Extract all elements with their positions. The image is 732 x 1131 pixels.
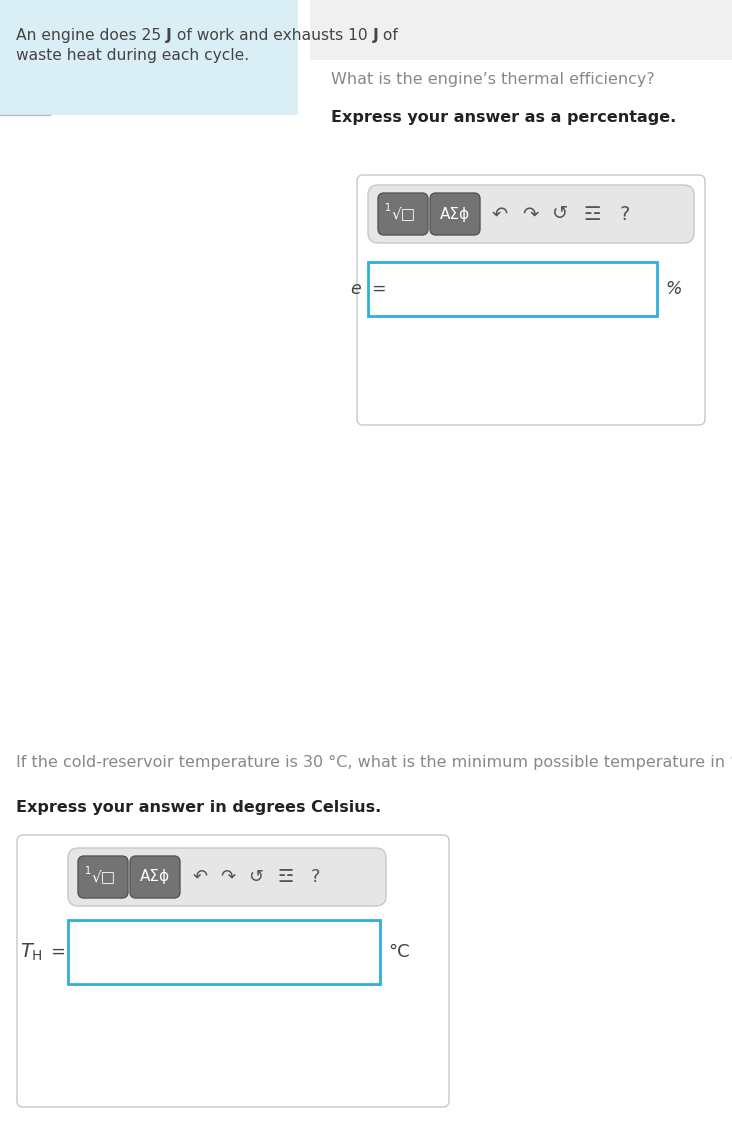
Text: ↶: ↶ (193, 867, 208, 886)
Text: °C: °C (388, 943, 410, 961)
Text: ☲: ☲ (583, 205, 601, 224)
Bar (0, 0, 298, 115)
FancyBboxPatch shape (68, 848, 386, 906)
FancyBboxPatch shape (78, 856, 128, 898)
Text: =: = (50, 943, 65, 961)
Text: of work and exhausts 10: of work and exhausts 10 (172, 28, 373, 43)
Text: AΣϕ: AΣϕ (440, 207, 470, 222)
Text: J: J (166, 28, 172, 43)
Text: √□: √□ (92, 870, 116, 884)
Text: %: % (665, 280, 681, 297)
Text: 1: 1 (85, 866, 91, 877)
Text: ↺: ↺ (552, 205, 568, 224)
Text: J: J (373, 28, 378, 43)
Text: of: of (378, 28, 398, 43)
Bar (68, 920, 380, 984)
FancyBboxPatch shape (130, 856, 180, 898)
Text: What is the engine’s thermal efficiency?: What is the engine’s thermal efficiency? (331, 72, 654, 87)
Text: Express your answer in degrees Celsius.: Express your answer in degrees Celsius. (16, 800, 381, 815)
FancyBboxPatch shape (378, 193, 428, 235)
Text: 1: 1 (385, 202, 391, 213)
Text: ☲: ☲ (278, 867, 294, 886)
Text: AΣϕ: AΣϕ (140, 870, 170, 884)
Text: An engine does 25: An engine does 25 (16, 28, 166, 43)
Bar (310, 0, 732, 60)
FancyBboxPatch shape (430, 193, 480, 235)
FancyBboxPatch shape (368, 185, 694, 243)
Bar (368, 262, 657, 316)
Text: ↷: ↷ (522, 205, 538, 224)
Text: ↷: ↷ (220, 867, 236, 886)
Text: $T_{\rm H}$: $T_{\rm H}$ (20, 941, 43, 962)
Text: Express your answer as a percentage.: Express your answer as a percentage. (331, 110, 676, 126)
FancyBboxPatch shape (357, 175, 705, 425)
Text: ?: ? (620, 205, 630, 224)
Text: waste heat during each cycle.: waste heat during each cycle. (16, 48, 249, 63)
FancyBboxPatch shape (17, 835, 449, 1107)
Text: √□: √□ (392, 207, 416, 222)
Text: $e$  =: $e$ = (350, 280, 386, 297)
Text: ↺: ↺ (248, 867, 264, 886)
Text: ?: ? (311, 867, 321, 886)
Text: ↶: ↶ (492, 205, 508, 224)
Text: If the cold-reservoir temperature is 30 °C, what is the minimum possible tempera: If the cold-reservoir temperature is 30 … (16, 756, 732, 770)
